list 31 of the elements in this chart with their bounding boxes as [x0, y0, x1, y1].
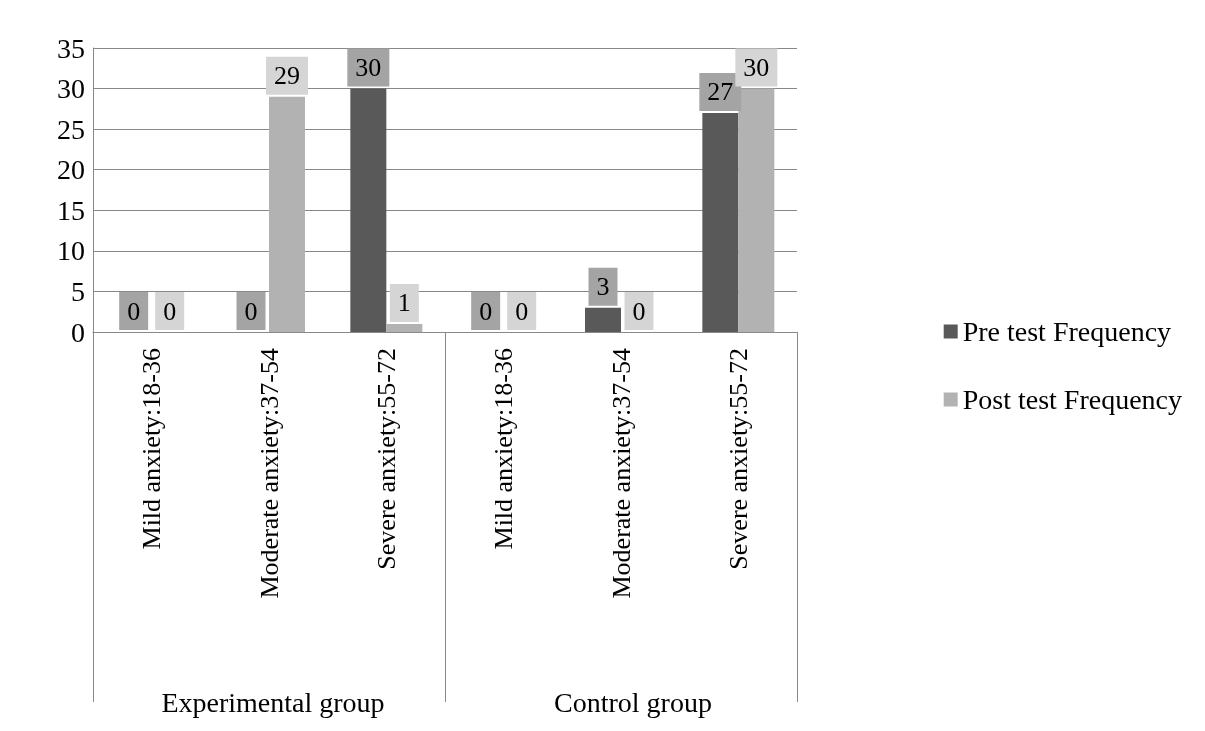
y-tick-label: 0	[71, 316, 85, 348]
x-tick-label: Moderate anxiety:37-54	[254, 348, 284, 599]
data-label: 30	[355, 53, 382, 83]
y-tick-label: 5	[71, 275, 85, 307]
data-label: 30	[743, 53, 770, 83]
y-tick-label: 35	[57, 32, 85, 64]
x-tick-label: Mild anxiety:18-36	[137, 348, 167, 550]
data-label: 29	[274, 61, 300, 91]
data-label: 1	[397, 288, 411, 318]
y-tick-label: 25	[57, 113, 85, 145]
legend-label: Pre test Frequency	[962, 316, 1172, 347]
x-tick-label: Mild anxiety:18-36	[489, 348, 519, 550]
y-tick-label: 10	[57, 235, 85, 267]
data-label: 0	[479, 296, 493, 326]
x-tick-label: Severe anxiety:55-72	[723, 348, 753, 570]
y-tick-label: 15	[57, 194, 85, 226]
data-label: 0	[515, 296, 529, 326]
data-label: 0	[163, 296, 177, 326]
data-label: 0	[632, 296, 646, 326]
y-tick-label: 20	[57, 154, 85, 186]
text: Control group	[554, 686, 712, 718]
legend-label: Post test Frequency	[962, 384, 1182, 415]
text: Experimental group	[161, 686, 385, 718]
x-tick-label: Severe anxiety:55-72	[371, 348, 401, 570]
data-label: 0	[244, 296, 258, 326]
x-tick-label: Moderate anxiety:37-54	[606, 348, 636, 599]
data-label: 0	[127, 296, 141, 326]
bar	[386, 323, 423, 332]
data-label: 3	[596, 272, 610, 302]
data-label: 27	[707, 77, 734, 107]
y-tick-label: 30	[57, 73, 85, 105]
